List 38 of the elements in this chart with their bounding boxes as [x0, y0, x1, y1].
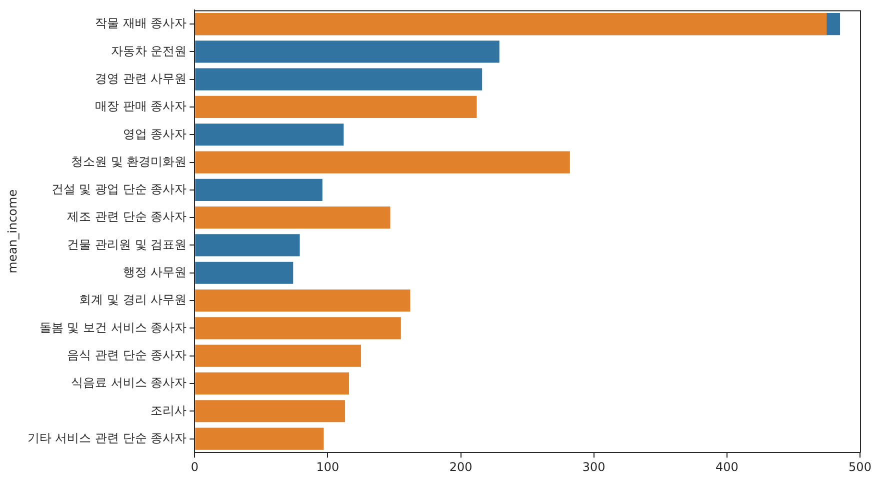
bar: [195, 40, 500, 63]
bar: [195, 124, 344, 146]
x-tick-label: 500: [848, 460, 872, 474]
x-tick-label: 400: [715, 460, 738, 474]
y-tick-label: 건설 및 광업 단순 종사자: [51, 182, 187, 196]
y-tick-label: 경영 관련 사무원: [95, 71, 187, 86]
y-tick-label: 작물 재배 종사자: [95, 16, 187, 30]
bar: [195, 317, 401, 340]
y-tick-label: 매장 판매 종사자: [95, 99, 187, 114]
bar: [195, 400, 346, 422]
bar: [195, 372, 350, 395]
bar: [195, 428, 324, 450]
y-tick-label: 음식 관련 단순 종사자: [67, 348, 187, 362]
y-tick-label: 영업 종사자: [122, 126, 187, 141]
y-tick-label: 자동차 운전원: [110, 44, 187, 58]
y-tick-label: 제조 관련 단순 종사자: [67, 210, 187, 224]
y-tick-label: 돌봄 및 보건 서비스 종사자: [39, 320, 187, 334]
y-tick-label: 청소원 및 환경미화원: [71, 154, 187, 168]
y-axis-title: mean_income: [5, 189, 20, 274]
y-tick-label: 회계 및 경리 사무원: [79, 292, 187, 307]
y-tick-label: 기타 서비스 관련 단순 종사자: [27, 430, 187, 445]
bar: [195, 289, 410, 312]
bar: [195, 262, 294, 284]
bar: [195, 206, 390, 229]
x-tick-label: 100: [316, 460, 340, 474]
y-tick-label: 조리사: [150, 403, 187, 418]
bar: [195, 344, 361, 367]
bar: [195, 151, 570, 174]
x-tick-label: 300: [582, 460, 606, 474]
y-tick-label: 건물 관리원 및 검표원: [67, 237, 187, 252]
x-tick-label: 200: [449, 460, 472, 474]
y-tick-label: 행정 사무원: [122, 265, 187, 279]
x-tick-label: 0: [190, 460, 198, 474]
y-tick-label: 식음료 서비스 종사자: [71, 376, 187, 390]
bar: [195, 96, 477, 118]
bar: [195, 68, 482, 90]
bar: [195, 178, 322, 201]
bar: [195, 234, 300, 256]
